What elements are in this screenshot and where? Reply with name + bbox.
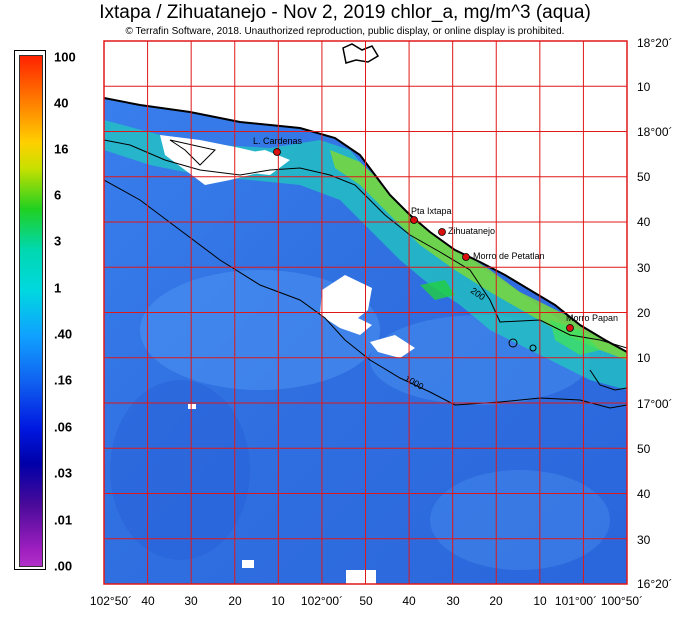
contour-loop [508,338,518,348]
legend-label-0-40: .40 [54,326,73,342]
lon-label: 102°00´ [300,594,344,608]
lat-lon-grid [104,41,627,584]
chlorophyll-patch [420,280,455,300]
marker-l-cardenas [273,148,281,156]
cloud-patch [160,135,270,185]
lat-label: 10 [637,351,651,365]
inland-outline [342,43,380,64]
lat-label: 30 [637,533,651,547]
color-scale-legend [14,50,46,570]
eddy-region [110,380,250,560]
label-morro-papan: Morro Papan [566,313,619,323]
lon-label: 10 [271,594,285,608]
lon-label: 30 [446,594,460,608]
lat-label: 40 [637,215,651,229]
label-zihuatanejo: Zihuatanejo [448,226,496,236]
label-morro-petatlan: Morro de Petatlan [473,251,545,261]
eddy-region [430,470,610,570]
color-scale-bar [19,55,43,567]
legend-label-16: 16 [54,141,69,157]
legend-label-1: 1 [54,280,62,296]
lon-label: 20 [228,594,242,608]
legend-label-0-16: .16 [54,372,73,388]
marker-pta-ixtapa [410,216,418,224]
lat-label: 30 [637,261,651,275]
lat-label: 40 [637,487,651,501]
cloud-patch [242,560,254,568]
legend-label-0-01: .01 [54,512,73,528]
lon-label: 50 [359,594,373,608]
legend-label-40: 40 [54,95,69,111]
legend-label-0-03: .03 [54,465,73,481]
lon-label: 40 [141,594,155,608]
legend-label-0-06: .06 [54,419,73,435]
legend-label-100: 100 [54,49,76,65]
label-l-cardenas: L. Cardenas [253,136,303,146]
lon-label: 10 [533,594,547,608]
coastline [104,97,627,353]
cloud-patch [188,404,196,409]
lat-label: 50 [637,170,651,184]
cloud-patch [346,570,376,584]
coastal-high-chlorophyll [330,150,627,360]
lat-label: 10 [637,80,651,94]
label-pta-ixtapa: Pta Ixtapa [411,206,452,216]
legend-label-6: 6 [54,187,62,203]
marker-morro-petatlan [462,253,470,261]
contour-loop [589,369,627,391]
lon-label: 40 [402,594,416,608]
lon-label: 102°50´ [89,594,133,608]
contour-loop [529,344,537,352]
lat-label: 18°00´ [637,125,673,139]
lat-label: 20 [637,306,651,320]
lat-label: 17°00´ [637,397,673,411]
lon-label: 20 [489,594,503,608]
lon-label: 100°50´ [600,594,644,608]
legend-label-0-00: .00 [54,558,73,574]
contour-loop [169,139,216,166]
lat-label: 50 [637,442,651,456]
legend-label-3: 3 [54,233,62,249]
contour-1000m [104,179,627,409]
marker-zihuatanejo [438,228,446,236]
lat-label: 18°20´ [637,36,673,50]
lon-label: 101°00´ [554,594,598,608]
marker-morro-papan [566,324,574,332]
map-title: Ixtapa / Zihuatanejo - Nov 2, 2019 chlor… [99,2,591,23]
cloud-patch [370,335,415,358]
chlorophyll-patch [550,320,600,355]
eddy-region [140,270,380,390]
map-frame [103,40,628,585]
copyright-notice: © Terrafin Software, 2018. Unauthorized … [125,26,565,37]
cloud-patch [230,150,290,175]
lat-label: 16°20´ [637,577,673,591]
cloud-patch [320,275,372,335]
lon-label: 30 [184,594,198,608]
